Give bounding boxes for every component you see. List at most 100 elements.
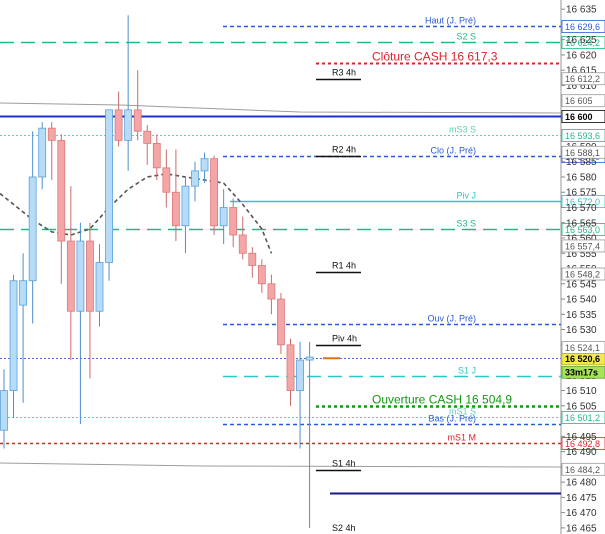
level-labels: Haut (J. Pré) S2 S Clôture CASH 16 617,3 mS… [372,16,512,443]
countdown-box [561,365,605,379]
candle[interactable] [86,222,94,379]
price-tag: 16 520,6 [565,354,600,364]
price-tick-label: 16 610 [566,81,597,92]
price-tick-label: 16 465 [566,523,597,534]
price-tag: 16 624,2 [565,38,600,48]
price-tag-box [561,223,605,236]
gray-level-tag: 16 548,2 [565,270,600,280]
price-tag: 16 593,6 [565,131,600,141]
candle[interactable] [181,176,190,254]
pivot-4h-label: S2 4h [332,523,356,533]
candle[interactable] [171,149,180,242]
price-tick-label: 16 535 [566,310,597,321]
price-tag: 16 501,2 [565,413,600,423]
level-label: S3 S [456,219,476,229]
level-label: Clo (J. Pré) [430,146,476,156]
price-tag-box [561,110,605,123]
level-label: Clôture CASH 16 617,3 [372,50,498,64]
pivot-4h-label: R2 4h [332,145,356,155]
price-tick-label: 16 560 [566,234,597,245]
candle[interactable] [0,369,8,449]
price-tick-label: 16 565 [566,218,597,229]
price-tag-box [561,129,605,142]
price-tag: 16 563,0 [565,225,600,235]
candle[interactable] [66,186,75,361]
candle[interactable] [257,259,266,293]
level-label: mS1 M [447,433,476,443]
pivot-4h-label: R1 4h [332,261,356,271]
candle[interactable] [114,91,123,147]
candle[interactable] [286,338,295,406]
gray-tag-box [561,94,605,108]
candle[interactable] [152,134,161,181]
candle[interactable] [162,149,171,208]
price-tick-label: 16 555 [566,249,597,260]
level-label: S1 J [458,366,476,376]
candle[interactable] [124,15,133,171]
candle[interactable] [229,198,238,248]
pivot-marks: R3 4h R2 4h R1 4h Piv 4h S1 4h S2 4h [316,68,361,533]
candle[interactable] [296,341,304,449]
candle[interactable] [210,155,219,235]
moving-average [0,173,273,254]
candle[interactable] [200,152,209,184]
countdown-timer: 33m17s [565,368,598,378]
gray-level-tag: 16 588,1 [565,148,600,158]
price-tick-label: 16 635 [566,5,597,16]
price-tick-label: 16 530 [566,325,597,336]
candle[interactable] [95,244,104,327]
candle[interactable] [238,216,247,260]
candle[interactable] [105,109,113,281]
candle[interactable] [57,134,66,284]
candle[interactable] [191,161,199,202]
level-label: mS3 S [449,125,476,135]
price-tick-label: 16 475 [566,493,597,504]
price-tick-label: 16 585 [566,157,597,168]
price-tag: 16 600 [565,112,593,122]
candles [0,15,340,528]
candle[interactable] [277,292,285,354]
candle[interactable] [38,122,47,190]
price-tick-label: 16 490 [566,447,597,458]
candle[interactable] [19,253,28,403]
gray-level-tag: 16 557,4 [565,241,600,251]
pivot-4h-label: S1 4h [332,459,356,469]
candle[interactable] [305,341,314,528]
level-lines [0,25,562,495]
price-tag-box [561,411,605,424]
candle[interactable] [28,131,37,324]
gray-level-tag: 16 484,2 [565,465,600,475]
level-label: Ouverture CASH 16 504,9 [372,393,512,407]
candle[interactable] [9,274,18,419]
gray-tag-box [561,341,605,354]
level-label: mS1 S [449,407,476,417]
candle[interactable] [219,189,228,245]
level-label: Ouv (J. Pré) [427,314,476,324]
price-tick-label: 16 470 [566,508,597,519]
price-tick-label: 16 625 [566,35,597,46]
pivot-4h-label: Piv 4h [332,334,357,344]
gray-tag-box [561,72,605,86]
price-tick-label: 16 480 [566,478,597,489]
candle[interactable] [47,122,56,181]
candle[interactable] [267,274,276,315]
gray-level-tag: 16 524,1 [565,343,600,353]
price-tick-label: 16 540 [566,295,597,306]
gray-tag-box [561,267,605,281]
candle[interactable] [76,222,85,425]
candle[interactable] [248,247,257,278]
price-tag: 16 492,8 [565,439,600,449]
price-tick-label: 16 545 [566,279,597,290]
gray-trend-line [0,462,562,468]
candle[interactable] [143,125,152,165]
moving-average-line [0,173,273,254]
price-tag-box [561,437,605,450]
price-tick-label: 16 620 [566,50,597,61]
gray-tag-box [561,239,605,253]
price-tick-label: 16 580 [566,172,597,183]
candle[interactable] [133,70,142,141]
level-label: Haut (J. Pré) [425,16,476,26]
